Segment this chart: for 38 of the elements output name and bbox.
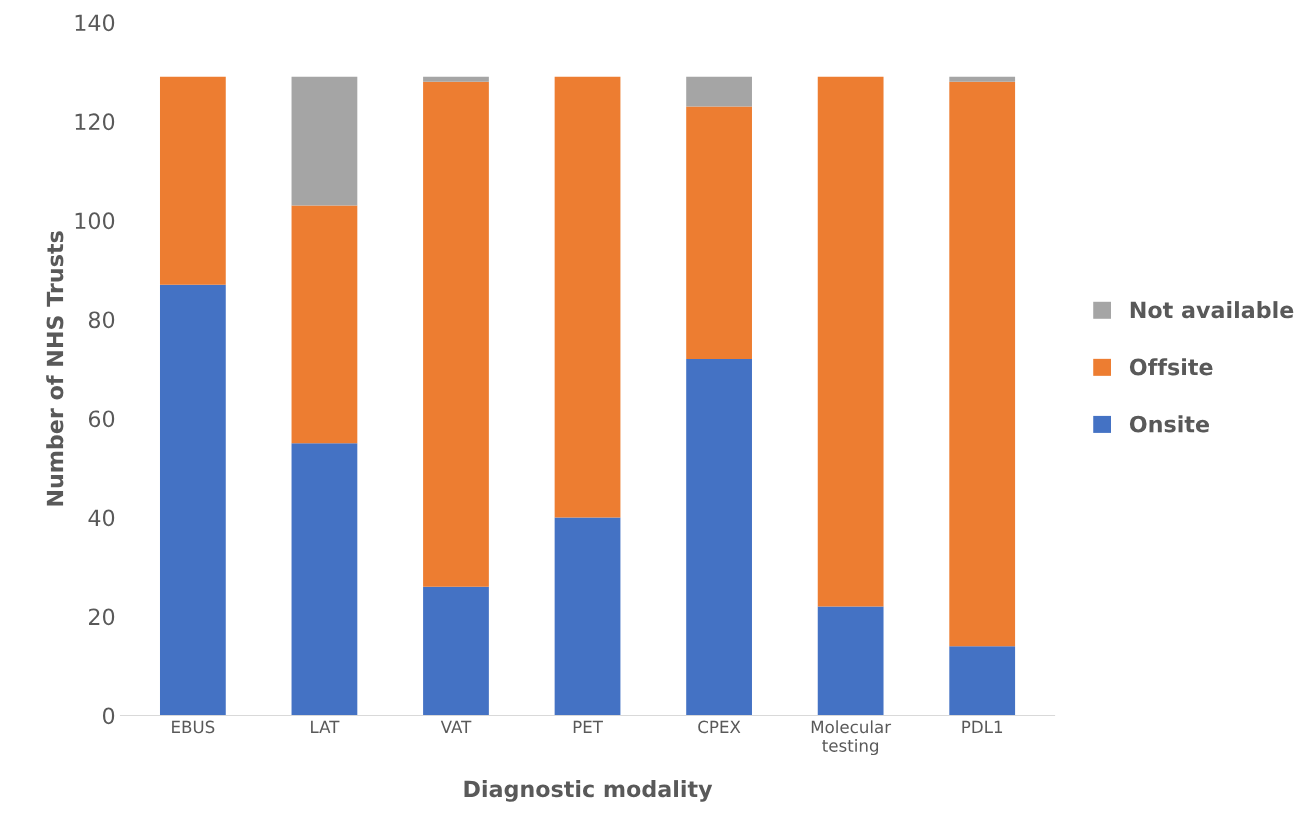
bar	[686, 359, 752, 716]
x-tick-label: PDL1	[962, 720, 1003, 733]
x-tick-label: PET	[573, 720, 603, 733]
bar	[423, 76, 489, 82]
y-tick-label: 100	[75, 212, 115, 230]
y-tick-label: 0	[102, 707, 115, 725]
bar	[554, 517, 621, 716]
y-tick-label: 40	[88, 509, 115, 527]
bar	[423, 81, 489, 587]
y-tick-label: 80	[88, 311, 115, 329]
bar	[554, 76, 621, 518]
bar	[817, 76, 884, 607]
bar	[423, 586, 489, 716]
y-tick-label: 20	[89, 608, 115, 626]
bar	[159, 284, 226, 716]
legend-label: Onsite	[1129, 415, 1209, 433]
bar	[686, 106, 752, 360]
y-axis-title: Number of NHS Trusts	[46, 231, 64, 506]
y-tick-label: 140	[75, 14, 115, 32]
x-tick-label: EBUS	[172, 720, 215, 734]
bar	[949, 646, 1016, 716]
y-tick-label: 120	[75, 113, 115, 131]
y-tick-label: 60	[88, 410, 115, 428]
bar	[949, 81, 1016, 647]
bar	[817, 606, 884, 716]
x-tick-label: Molecular testing	[811, 720, 892, 756]
bar	[159, 76, 226, 285]
legend-label: Not available	[1130, 301, 1294, 319]
x-tick-label: CPEX	[698, 720, 741, 734]
x-tick-label: LAT	[311, 720, 340, 733]
x-axis-title: Diagnostic modality	[464, 780, 713, 802]
bar	[291, 205, 358, 444]
bar	[949, 76, 1016, 82]
bar	[291, 76, 358, 206]
bar	[686, 76, 752, 107]
x-tick-label: VAT	[440, 720, 472, 733]
legend-label: Offsite	[1129, 358, 1213, 376]
bar	[291, 443, 358, 716]
